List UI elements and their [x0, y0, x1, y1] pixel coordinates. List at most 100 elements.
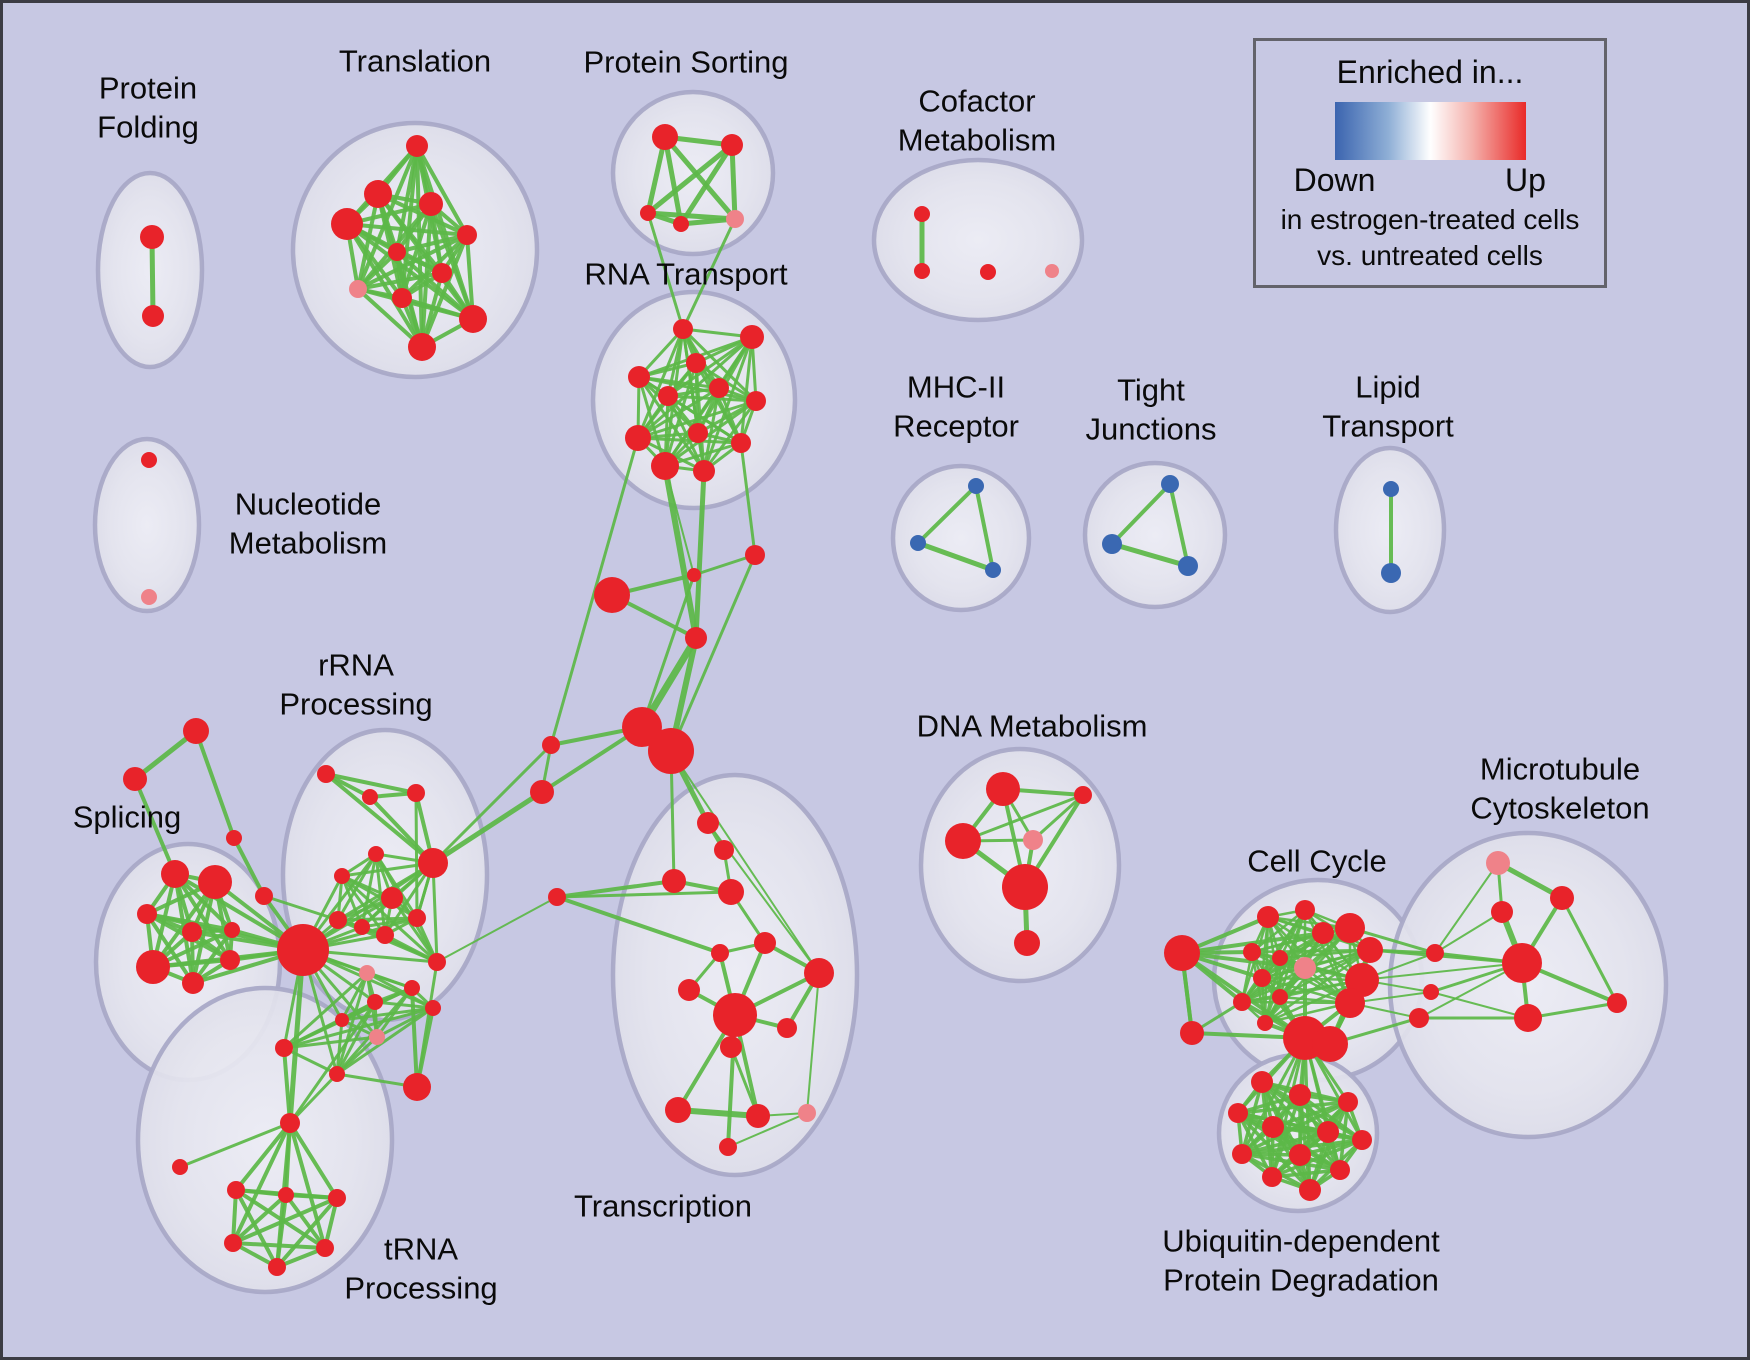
node-l1[interactable]	[530, 780, 554, 804]
node-rt5[interactable]	[709, 378, 729, 398]
node-q2[interactable]	[403, 1073, 431, 1101]
node-g10[interactable]	[408, 909, 426, 927]
node-rt9[interactable]	[731, 433, 751, 453]
node-t8[interactable]	[392, 288, 412, 308]
node-mt2[interactable]	[1491, 901, 1513, 923]
node-t5[interactable]	[388, 243, 406, 261]
node-u7[interactable]	[1232, 1144, 1252, 1164]
node-g12[interactable]	[359, 965, 375, 981]
node-cc15[interactable]	[1335, 988, 1365, 1018]
node-cc6[interactable]	[1357, 937, 1383, 963]
node-cc9[interactable]	[1294, 957, 1316, 979]
node-rt6[interactable]	[746, 391, 766, 411]
node-q1[interactable]	[329, 1066, 345, 1082]
node-rt8[interactable]	[625, 425, 651, 451]
node-M1[interactable]	[910, 535, 926, 551]
node-nu0[interactable]	[141, 452, 157, 468]
node-v0[interactable]	[711, 944, 729, 962]
node-u0[interactable]	[1251, 1071, 1273, 1093]
node-g15[interactable]	[367, 994, 383, 1010]
node-d0[interactable]	[697, 812, 719, 834]
node-u5[interactable]	[1317, 1121, 1339, 1143]
node-u11[interactable]	[1299, 1179, 1321, 1201]
node-cc11[interactable]	[1272, 989, 1288, 1005]
node-v2[interactable]	[678, 979, 700, 1001]
node-w2[interactable]	[1409, 1008, 1429, 1028]
node-d2[interactable]	[662, 869, 686, 893]
node-co3[interactable]	[1045, 264, 1059, 278]
node-k1[interactable]	[278, 1187, 294, 1203]
node-mt3[interactable]	[1502, 943, 1542, 983]
node-t0[interactable]	[406, 135, 428, 157]
node-l0[interactable]	[542, 736, 560, 754]
node-t4[interactable]	[457, 225, 477, 245]
node-co2[interactable]	[980, 264, 996, 280]
node-u4[interactable]	[1262, 1116, 1284, 1138]
node-cc7[interactable]	[1243, 943, 1261, 961]
node-sp5[interactable]	[136, 950, 170, 984]
node-D5[interactable]	[1014, 930, 1040, 956]
node-g3[interactable]	[368, 846, 384, 862]
node-ln[interactable]	[172, 1159, 188, 1175]
node-cc12[interactable]	[1233, 993, 1251, 1011]
node-g5[interactable]	[418, 848, 448, 878]
node-u6[interactable]	[1352, 1130, 1372, 1150]
node-cc1[interactable]	[1180, 1021, 1204, 1045]
node-tr1[interactable]	[123, 767, 147, 791]
node-v5[interactable]	[777, 1018, 797, 1038]
node-cc3[interactable]	[1295, 900, 1315, 920]
node-u9[interactable]	[1330, 1160, 1350, 1180]
node-ps3[interactable]	[673, 216, 689, 232]
node-sp6[interactable]	[182, 972, 204, 994]
node-v8[interactable]	[746, 1104, 770, 1128]
node-t7[interactable]	[349, 280, 367, 298]
node-cn[interactable]	[280, 1113, 300, 1133]
node-u1[interactable]	[1289, 1084, 1311, 1106]
node-g14[interactable]	[428, 953, 446, 971]
node-g6[interactable]	[381, 887, 403, 909]
node-g13[interactable]	[404, 980, 420, 996]
node-k2[interactable]	[328, 1189, 346, 1207]
node-g9[interactable]	[376, 926, 394, 944]
node-h1[interactable]	[648, 728, 694, 774]
node-u10[interactable]	[1262, 1167, 1282, 1187]
node-D4[interactable]	[1002, 864, 1048, 910]
node-w0[interactable]	[1426, 944, 1444, 962]
node-L1[interactable]	[1381, 563, 1401, 583]
node-v7[interactable]	[665, 1097, 691, 1123]
node-cc8[interactable]	[1272, 950, 1288, 966]
node-cc0[interactable]	[1164, 935, 1200, 971]
node-g1[interactable]	[362, 789, 378, 805]
node-tr2[interactable]	[226, 830, 242, 846]
node-g7[interactable]	[329, 911, 347, 929]
node-x2[interactable]	[594, 577, 630, 613]
node-rt7[interactable]	[688, 423, 708, 443]
node-v9[interactable]	[798, 1104, 816, 1122]
node-D2[interactable]	[945, 823, 981, 859]
node-g4[interactable]	[334, 868, 350, 884]
node-rt1[interactable]	[740, 325, 764, 349]
node-v1[interactable]	[754, 932, 776, 954]
node-sp0[interactable]	[161, 860, 189, 888]
node-q0[interactable]	[275, 1039, 293, 1057]
node-t9[interactable]	[459, 305, 487, 333]
node-co0[interactable]	[914, 206, 930, 222]
node-m0[interactable]	[548, 888, 566, 906]
node-hb[interactable]	[277, 924, 329, 976]
node-v3[interactable]	[804, 958, 834, 988]
node-v6[interactable]	[720, 1036, 742, 1058]
node-q3[interactable]	[369, 1029, 385, 1045]
node-D1[interactable]	[1074, 786, 1092, 804]
node-cc5[interactable]	[1335, 913, 1365, 943]
node-tr0[interactable]	[183, 718, 209, 744]
node-t1[interactable]	[364, 180, 392, 208]
node-cc13[interactable]	[1257, 1015, 1273, 1031]
node-u3[interactable]	[1228, 1103, 1248, 1123]
node-qx[interactable]	[335, 1013, 349, 1027]
node-h0[interactable]	[622, 707, 662, 747]
node-t6[interactable]	[432, 263, 452, 283]
node-t10[interactable]	[408, 333, 436, 361]
node-D0[interactable]	[986, 772, 1020, 806]
node-w1[interactable]	[1423, 984, 1439, 1000]
node-M0[interactable]	[968, 478, 984, 494]
